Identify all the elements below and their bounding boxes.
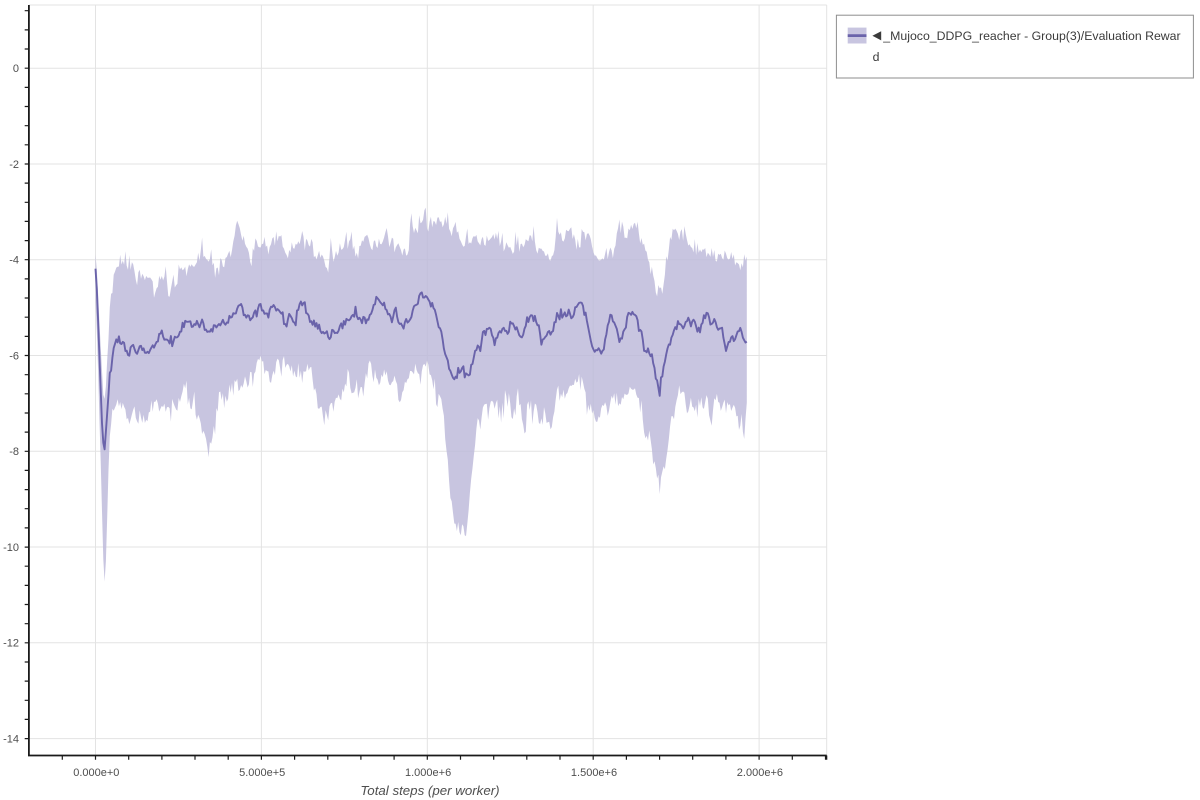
svg-text:5.000e+5: 5.000e+5 xyxy=(239,767,285,779)
svg-text:0: 0 xyxy=(13,63,19,75)
svg-text:1.500e+6: 1.500e+6 xyxy=(571,767,617,779)
svg-text:0.000e+0: 0.000e+0 xyxy=(73,767,119,779)
svg-text:-12: -12 xyxy=(3,638,19,650)
svg-text:1.000e+6: 1.000e+6 xyxy=(405,767,451,779)
svg-text:-2: -2 xyxy=(9,159,19,171)
svg-text:-8: -8 xyxy=(9,446,19,458)
svg-text:-14: -14 xyxy=(3,733,19,745)
svg-text:Total steps (per worker): Total steps (per worker) xyxy=(360,783,499,798)
svg-text:-4: -4 xyxy=(9,255,19,267)
svg-text:-10: -10 xyxy=(3,542,19,554)
svg-text:2.000e+6: 2.000e+6 xyxy=(737,767,783,779)
svg-text:d: d xyxy=(873,50,880,64)
svg-text:_Mujoco_DDPG_reacher - Group(3: _Mujoco_DDPG_reacher - Group(3)/Evaluati… xyxy=(882,29,1180,43)
svg-text:-6: -6 xyxy=(9,350,19,362)
